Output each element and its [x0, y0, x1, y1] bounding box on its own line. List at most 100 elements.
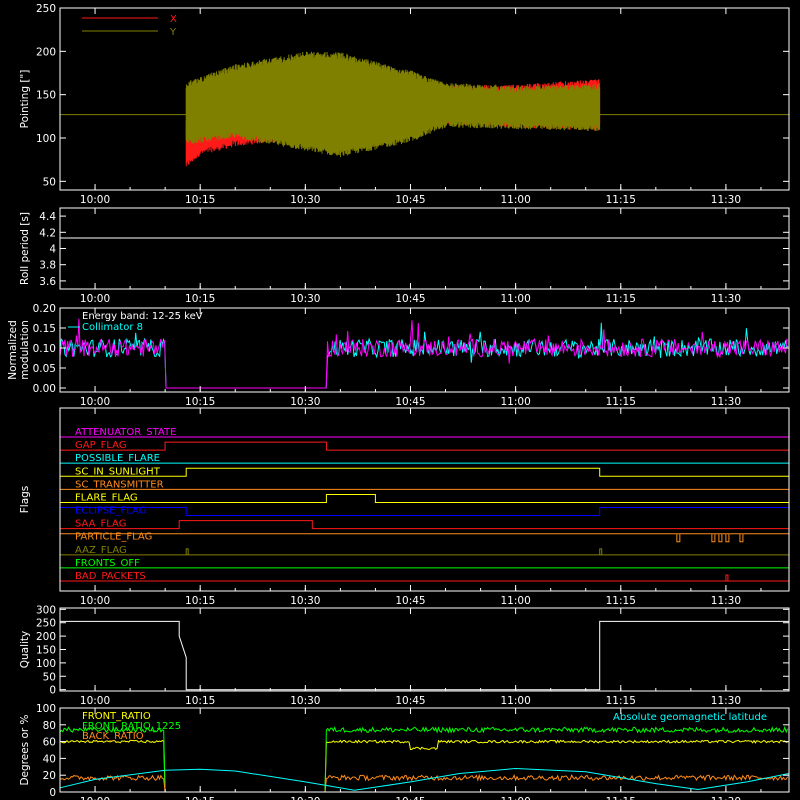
- modulation-y-axis-label: Normalized: [7, 320, 19, 380]
- flag-label: SC_TRANSMITTER: [75, 479, 164, 490]
- quality-y-axis-label: Quality: [19, 631, 31, 669]
- flag-spike: [185, 548, 189, 555]
- roll_period-y-tick-label: 3.6: [39, 276, 56, 288]
- modulation-x-tick-label: 10:45: [395, 396, 425, 408]
- pointing-x-tick-label: 10:15: [185, 194, 215, 206]
- quality-x-tick-label: 11:15: [606, 695, 636, 707]
- modulation-series-magenta: [59, 318, 789, 389]
- quality-y-tick-label: 50: [43, 671, 56, 683]
- quality-x-tick-label: 10:00: [80, 695, 110, 707]
- flags-y-axis-label: Flags: [19, 486, 31, 514]
- roll_period-y-tick-label: 4.4: [39, 211, 56, 223]
- modulation-y-tick-label: 0.10: [33, 343, 56, 355]
- flag-label: FRONTS_OFF: [75, 558, 140, 569]
- flag-label: SAA_FLAG: [75, 519, 126, 530]
- pointing-x-tick-label: 11:30: [711, 194, 741, 206]
- roll_period-x-tick-label: 10:45: [395, 293, 425, 305]
- pointing-y-tick-label: 50: [43, 176, 56, 188]
- ratio-legend-label: BACK_RATIO: [82, 731, 144, 742]
- roll_period-x-tick-label: 10:00: [80, 293, 110, 305]
- modulation-x-tick-label: 11:00: [500, 396, 530, 408]
- pointing-series-y: [185, 51, 601, 157]
- pointing-legend-label-y: Y: [169, 27, 177, 38]
- quality-y-tick-label: 0: [49, 685, 56, 697]
- quality-x-tick-label: 10:30: [290, 695, 320, 707]
- quality-y-tick-label: 300: [36, 604, 56, 616]
- quality-y-tick-label: 200: [36, 631, 56, 643]
- roll_period-x-tick-label: 10:30: [290, 293, 320, 305]
- ratios-y-tick-label: 20: [43, 770, 56, 782]
- quality-x-tick-label: 10:15: [185, 695, 215, 707]
- flag-spike: [725, 574, 729, 581]
- quality-y-tick-label: 100: [36, 658, 56, 670]
- flag-dip: [725, 533, 730, 543]
- modulation-y-tick-label: 0.00: [33, 383, 56, 395]
- flag-label: PARTICLE_FLAG: [75, 532, 152, 543]
- geomagnetic-latitude-annotation: Absolute geomagnetic latitude: [613, 712, 767, 723]
- modulation-x-tick-label: 10:00: [80, 396, 110, 408]
- modulation-x-tick-label: 11:15: [606, 396, 636, 408]
- flags-x-tick-label: 10:30: [290, 595, 320, 607]
- pointing-x-tick-label: 11:00: [500, 194, 530, 206]
- pointing-y-tick-label: 100: [36, 133, 56, 145]
- flag-line-flare-flag: [60, 493, 789, 503]
- ratios-x-tick-label: 11:30: [711, 796, 741, 800]
- ratio-legend-label: FRONT_RATIO: [82, 711, 151, 722]
- pointing-legend-label-x: X: [170, 14, 177, 25]
- roll_period-y-tick-label: 3.8: [39, 260, 56, 272]
- axes-layer: 10:00 10:15 10:30 10:45 11:00 11:15 11:3050100…: [7, 3, 790, 800]
- quality-x-tick-label: 10:45: [395, 695, 425, 707]
- flags-frame: [59, 407, 790, 592]
- flags-x-tick-label: 11:30: [711, 595, 741, 607]
- ratios-y-tick-label: 40: [43, 753, 56, 765]
- modulation-y-tick-label: 0.20: [33, 303, 56, 315]
- flag-label: BAD_PACKETS: [75, 571, 146, 582]
- flag-line-gap-flag: [60, 441, 789, 451]
- ratios-x-tick-label: 10:15: [185, 796, 215, 800]
- flag-label: POSSIBLE_FLARE: [75, 453, 160, 464]
- ratios-y-tick-label: 80: [43, 720, 56, 732]
- modulation-x-tick-label: 10:30: [290, 396, 320, 408]
- flag-spike: [599, 548, 603, 555]
- modulation-y-tick-label: 0.15: [33, 323, 56, 335]
- modulation-legend-label: Energy band: 12-25 keV: [82, 311, 203, 322]
- flag-label: FLARE_FLAG: [75, 492, 138, 503]
- ratios-x-tick-label: 11:15: [606, 796, 636, 800]
- pointing-x-tick-label: 10:30: [290, 194, 320, 206]
- pointing-y-tick-label: 200: [36, 46, 56, 58]
- ratios-frame: [59, 707, 790, 793]
- quality-line: [60, 620, 789, 691]
- flag-dip: [711, 533, 716, 543]
- ratios-y-axis-label: Degrees or %: [19, 714, 31, 785]
- flag-label: SC_IN_SUNLIGHT: [75, 466, 161, 477]
- pointing-y-tick-label: 250: [36, 3, 56, 15]
- pointing-x-tick-label: 11:15: [606, 194, 636, 206]
- modulation-x-tick-label: 10:15: [185, 396, 215, 408]
- modulation-x-tick-label: 11:30: [711, 396, 741, 408]
- geomagnetic-latitude-line: [59, 767, 790, 791]
- pointing-y-axis-label: Pointing ["]: [19, 70, 31, 129]
- ratios-y-tick-label: 60: [43, 737, 56, 749]
- ratios-x-tick-label: 10:30: [290, 796, 320, 800]
- flag-line-sc-in-sunlight: [60, 467, 789, 477]
- ratios-x-tick-label: 11:00: [500, 796, 530, 800]
- pointing-x-tick-label: 10:45: [395, 194, 425, 206]
- flag-dip: [676, 533, 681, 543]
- modulation-y-tick-label: 0.05: [33, 363, 56, 375]
- modulation-frame: [59, 307, 790, 393]
- quality-x-tick-label: 11:00: [500, 695, 530, 707]
- roll_period-x-tick-label: 11:00: [500, 293, 530, 305]
- quality-y-tick-label: 250: [36, 618, 56, 630]
- flag-line-eclipse-flag: [59, 507, 790, 517]
- ratios-y-tick-label: 0: [49, 787, 56, 799]
- flags-x-tick-label: 10:45: [395, 595, 425, 607]
- ratio-legend-label: FRONT_RATIO_1225: [82, 721, 181, 732]
- roll_period-x-tick-label: 11:30: [711, 293, 741, 305]
- modulation-y-axis-label: modulation: [19, 320, 31, 379]
- flag-label: ECLIPSE_FLAG: [75, 506, 146, 517]
- flags-x-tick-label: 10:00: [80, 595, 110, 607]
- ratios-x-tick-label: 10:45: [395, 796, 425, 800]
- roll_period-y-tick-label: 4.2: [39, 227, 56, 239]
